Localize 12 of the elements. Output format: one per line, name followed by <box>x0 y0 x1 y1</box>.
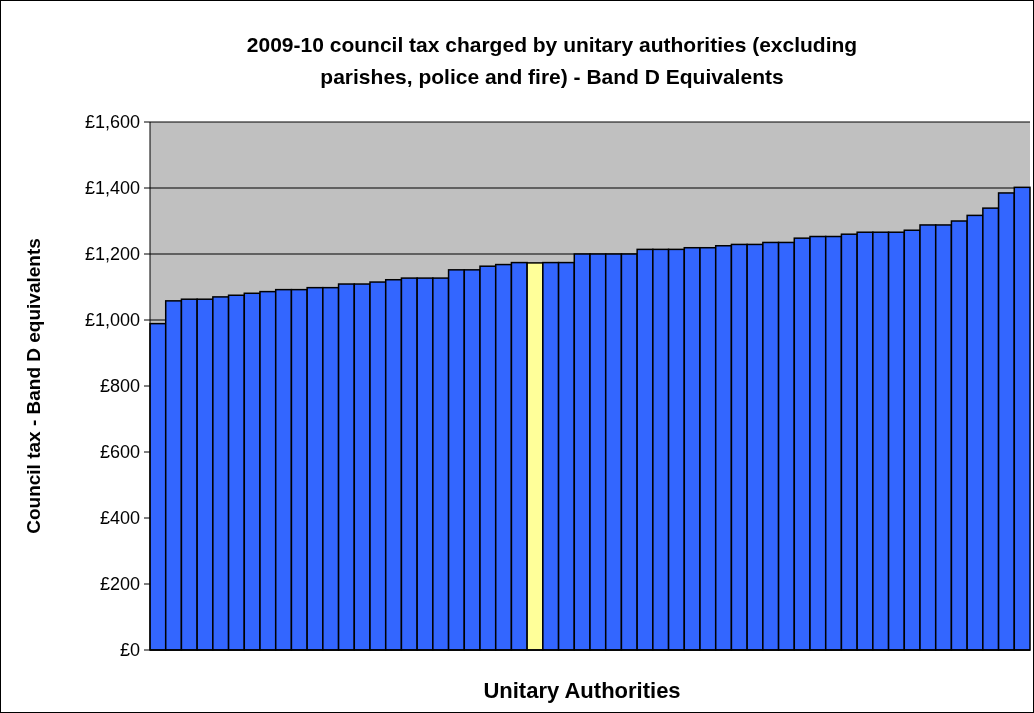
y-tick-label: £1,600 <box>84 112 140 133</box>
y-tick-label: £400 <box>99 508 140 529</box>
y-tick-label: £600 <box>99 442 140 463</box>
chart-title: 2009-10 council tax charged by unitary authorities (excluding parishes, police and fire) - Band D Equivalents <box>246 33 858 88</box>
y-tick-label: £800 <box>99 376 140 397</box>
y-tick-label: £200 <box>99 574 140 595</box>
x-axis-title: Unitary Authorities <box>483 678 681 703</box>
y-tick-label: £0 <box>119 640 140 661</box>
y-axis-title: Council tax - Band D equivalents <box>23 238 44 534</box>
y-tick-label: £1,400 <box>84 178 140 199</box>
y-tick-label: £1,200 <box>84 244 140 265</box>
y-tick-label: £1,000 <box>84 310 140 331</box>
